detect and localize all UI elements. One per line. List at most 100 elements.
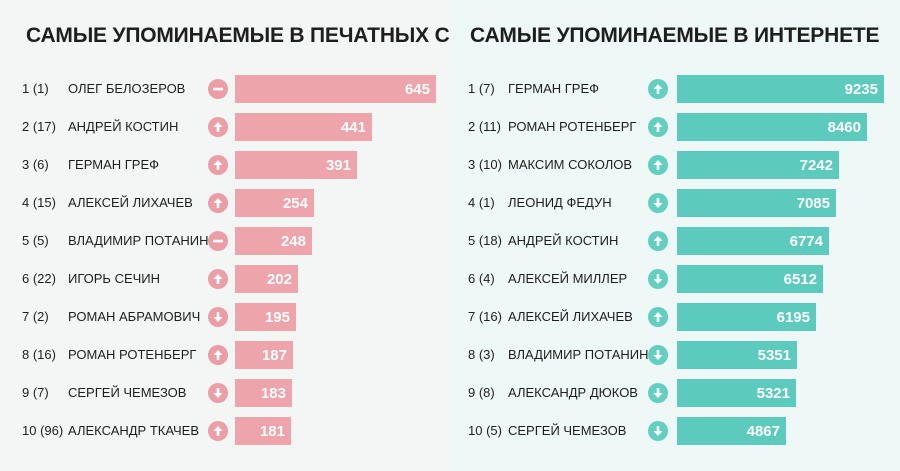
value-label: 6774 (789, 233, 823, 250)
rank-label: 1 (1) (22, 81, 49, 96)
rank-label: 2 (11) (468, 119, 501, 134)
value-label: 441 (340, 119, 366, 136)
rank-label: 2 (17) (22, 119, 56, 134)
arrow-up-icon (648, 117, 668, 137)
arrow-up-icon (208, 421, 228, 441)
value-bar: 8460 (677, 113, 867, 141)
rank-label: 6 (22) (22, 271, 56, 286)
arrow-up-icon (208, 117, 228, 137)
ranking-row: 3 (10) МАКСИМ СОКОЛОВ 7242 (450, 146, 900, 184)
ranking-row: 9 (8) АЛЕКСАНДР ДЮКОВ 5321 (450, 374, 900, 412)
arrow-up-icon (208, 155, 228, 175)
rank-label: 4 (1) (468, 195, 495, 210)
value-label: 181 (259, 423, 285, 440)
minus-icon (208, 79, 228, 99)
value-label: 7085 (796, 195, 830, 212)
rank-label: 4 (15) (22, 195, 56, 210)
person-name: ГЕРМАН ГРЕФ (68, 157, 159, 172)
ranking-row: 8 (3) ВЛАДИМИР ПОТАНИН 5351 (450, 336, 900, 374)
value-label: 254 (282, 195, 308, 212)
arrow-up-icon (208, 193, 228, 213)
person-name: АЛЕКСЕЙ МИЛЛЕР (508, 271, 628, 286)
value-label: 8460 (827, 119, 861, 136)
value-bar: 7242 (677, 151, 839, 179)
ranking-row: 10 (96) АЛЕКСАНДР ТКАЧЕВ 181 (0, 412, 450, 450)
value-bar: 6774 (677, 227, 829, 255)
arrow-up-icon (208, 269, 228, 289)
arrow-up-icon (648, 231, 668, 251)
rank-label: 5 (5) (22, 233, 49, 248)
value-bar: 195 (235, 303, 296, 331)
rank-label: 1 (7) (468, 81, 495, 96)
value-bar: 202 (235, 265, 298, 293)
person-name: СЕРГЕЙ ЧЕМЕЗОВ (508, 423, 627, 438)
value-bar: 441 (235, 113, 372, 141)
ranking-row: 2 (17) АНДРЕЙ КОСТИН 441 (0, 108, 450, 146)
ranking-row: 3 (6) ГЕРМАН ГРЕФ 391 (0, 146, 450, 184)
value-bar: 391 (235, 151, 357, 179)
arrow-up-icon (648, 155, 668, 175)
person-name: РОМАН РОТЕНБЕРГ (68, 347, 197, 362)
value-label: 391 (325, 157, 351, 174)
person-name: АЛЕКСАНДР ТКАЧЕВ (68, 423, 200, 438)
value-label: 5321 (756, 385, 790, 402)
value-bar: 4867 (677, 417, 786, 445)
ranking-row: 7 (16) АЛЕКСЕЙ ЛИХАЧЕВ 6195 (450, 298, 900, 336)
person-name: ВЛАДИМИР ПОТАНИН (508, 347, 649, 362)
ranking-row: 4 (15) АЛЕКСЕЙ ЛИХАЧЕВ 254 (0, 184, 450, 222)
ranking-row: 2 (11) РОМАН РОТЕНБЕРГ 8460 (450, 108, 900, 146)
value-label: 248 (280, 233, 306, 250)
person-name: ИГОРЬ СЕЧИН (68, 271, 161, 286)
person-name: АЛЕКСЕЙ ЛИХАЧЕВ (508, 309, 633, 324)
value-bar: 7085 (677, 189, 836, 217)
person-name: АЛЕКСАНДР ДЮКОВ (508, 385, 638, 400)
person-name: ОЛЕГ БЕЛОЗЕРОВ (68, 81, 186, 96)
value-bar: 181 (235, 417, 291, 445)
internet-panel: САМЫЕ УПОМИНАЕМЫЕ В ИНТЕРНЕТЕ 1 (7) ГЕРМА… (450, 0, 900, 471)
ranking-row: 4 (1) ЛЕОНИД ФЕДУН 7085 (450, 184, 900, 222)
ranking-row: 5 (18) АНДРЕЙ КОСТИН 6774 (450, 222, 900, 260)
print-media-title: САМЫЕ УПОМИНАЕМЫЕ В ПЕЧАТНЫХ СМИ (26, 24, 482, 47)
ranking-row: 1 (1) ОЛЕГ БЕЛОЗЕРОВ 645 (0, 70, 450, 108)
ranking-row: 10 (5) СЕРГЕЙ ЧЕМЕЗОВ 4867 (450, 412, 900, 450)
value-bar: 9235 (677, 75, 884, 103)
arrow-down-icon (648, 345, 668, 365)
person-name: АНДРЕЙ КОСТИН (68, 119, 179, 134)
value-label: 187 (261, 347, 287, 364)
value-bar: 645 (235, 75, 436, 103)
arrow-down-icon (648, 383, 668, 403)
arrow-down-icon (208, 383, 228, 403)
person-name: ВЛАДИМИР ПОТАНИН (68, 233, 209, 248)
value-bar: 187 (235, 341, 293, 369)
arrow-down-icon (648, 193, 668, 213)
arrow-down-icon (648, 421, 668, 441)
value-bar: 5351 (677, 341, 797, 369)
rank-label: 7 (16) (468, 309, 502, 324)
arrow-up-icon (648, 307, 668, 327)
value-label: 6195 (776, 309, 810, 326)
rank-label: 8 (3) (468, 347, 495, 362)
person-name: РОМАН АБРАМОВИЧ (68, 309, 201, 324)
value-label: 195 (264, 309, 290, 326)
print-media-panel: САМЫЕ УПОМИНАЕМЫЕ В ПЕЧАТНЫХ СМИ 1 (1) ОЛ… (0, 0, 482, 471)
arrow-down-icon (208, 307, 228, 327)
rank-label: 10 (96) (22, 423, 64, 438)
rank-label: 3 (10) (468, 157, 502, 172)
value-bar: 5321 (677, 379, 796, 407)
person-name: РОМАН РОТЕНБЕРГ (508, 119, 637, 134)
value-label: 202 (266, 271, 292, 288)
value-label: 4867 (746, 423, 780, 440)
person-name: СЕРГЕЙ ЧЕМЕЗОВ (68, 385, 187, 400)
value-label: 6512 (783, 271, 817, 288)
ranking-row: 6 (22) ИГОРЬ СЕЧИН 202 (0, 260, 450, 298)
person-name: ЛЕОНИД ФЕДУН (508, 195, 612, 210)
rank-label: 8 (16) (22, 347, 56, 362)
rank-label: 10 (5) (468, 423, 502, 438)
value-label: 5351 (757, 347, 791, 364)
value-bar: 183 (235, 379, 292, 407)
value-label: 183 (260, 385, 286, 402)
rank-label: 6 (4) (468, 271, 495, 286)
value-bar: 6195 (677, 303, 816, 331)
value-label: 9235 (844, 81, 878, 98)
ranking-row: 8 (16) РОМАН РОТЕНБЕРГ 187 (0, 336, 450, 374)
